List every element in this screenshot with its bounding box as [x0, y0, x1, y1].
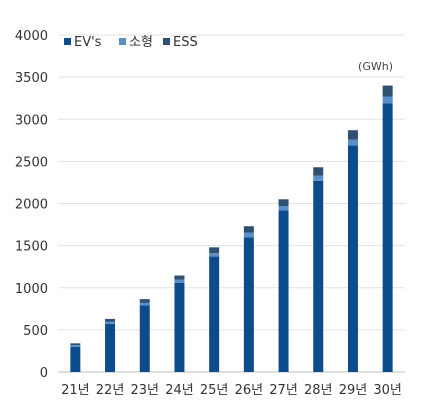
- bar-segment: [278, 210, 289, 372]
- x-tick-label: 21년: [61, 383, 90, 398]
- bar-segment: [243, 237, 254, 372]
- legend-label: EV's: [74, 35, 102, 50]
- x-tick-label: 25년: [200, 383, 229, 398]
- unit-label: (GWh): [358, 60, 393, 73]
- bar-segment: [209, 253, 220, 257]
- legend-label: ESS: [173, 35, 198, 50]
- bar-segment: [209, 247, 220, 254]
- bar-segment: [70, 346, 81, 372]
- x-tick-label: 29년: [339, 383, 368, 398]
- legend-label: 소형: [129, 35, 153, 50]
- bar-segment: [278, 206, 289, 211]
- bar-segment: [243, 232, 254, 238]
- x-tick-label: 30년: [373, 383, 402, 398]
- bar-layer: [70, 85, 393, 373]
- y-tick-label: 3500: [15, 71, 48, 86]
- bar-segment: [70, 343, 81, 346]
- bar-segment: [382, 103, 393, 373]
- y-tick-label: 2500: [15, 155, 48, 170]
- bar-segment: [105, 318, 116, 322]
- bar-segment: [243, 226, 254, 233]
- bar-segment: [139, 302, 150, 306]
- bar-segment: [382, 85, 393, 97]
- y-tick-label: 1000: [15, 282, 48, 297]
- bar-segment: [382, 96, 393, 104]
- legend: EV's 소형 ESS: [64, 35, 198, 50]
- x-tick-label: 28년: [304, 383, 333, 398]
- bar-segment: [105, 321, 116, 324]
- y-tick-label: 3000: [15, 113, 48, 128]
- bar-segment: [347, 145, 358, 372]
- bar-segment: [313, 175, 324, 181]
- bar-segment: [139, 305, 150, 372]
- bar-segment: [347, 130, 358, 140]
- bar-segment: [139, 299, 150, 303]
- x-tick-label: 23년: [130, 383, 159, 398]
- bar-segment: [347, 139, 358, 146]
- x-tick-label: 26년: [235, 383, 264, 398]
- y-tick-label: 2000: [15, 198, 48, 213]
- axis-layer: 0 500 1000 1500 2000 2500 3000 3500 4000 21년 22년 23…: [15, 29, 402, 398]
- legend-swatch: [163, 38, 170, 45]
- bar-segment: [174, 275, 185, 280]
- legend-swatch: [119, 38, 126, 45]
- x-tick-label: 24년: [165, 383, 194, 398]
- grid-layer: [58, 34, 405, 373]
- x-tick-label: 22년: [96, 383, 125, 398]
- y-tick-label: 4000: [15, 29, 48, 44]
- y-tick-label: 500: [23, 324, 48, 339]
- bar-segment: [313, 167, 324, 176]
- x-tick-label: 27년: [269, 383, 298, 398]
- y-tick-label: 1500: [15, 240, 48, 255]
- bar-segment: [209, 256, 220, 372]
- bar-segment: [313, 180, 324, 372]
- bar-segment: [174, 282, 185, 372]
- bar-segment: [278, 199, 289, 207]
- bar-segment: [105, 323, 116, 372]
- y-tick-label: 0: [40, 366, 48, 381]
- bar-segment: [70, 345, 81, 347]
- bar-segment: [174, 279, 185, 283]
- legend-swatch: [64, 38, 71, 45]
